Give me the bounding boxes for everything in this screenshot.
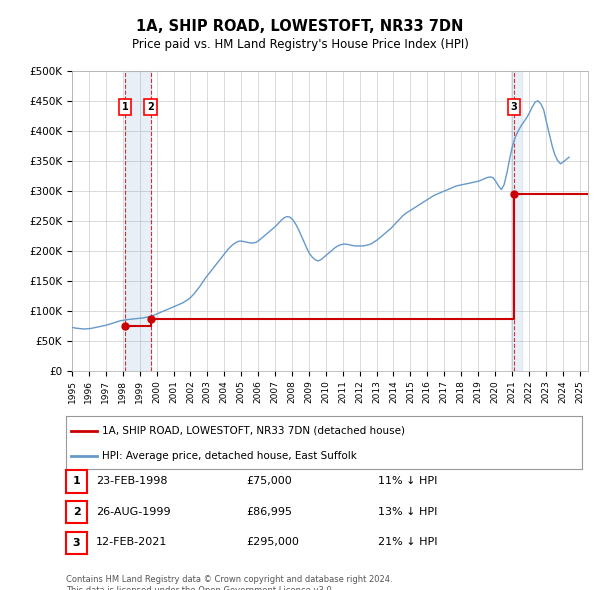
Bar — [125, 71, 151, 371]
Text: HPI: Average price, detached house, East Suffolk: HPI: Average price, detached house, East… — [102, 451, 357, 461]
Text: 1A, SHIP ROAD, LOWESTOFT, NR33 7DN: 1A, SHIP ROAD, LOWESTOFT, NR33 7DN — [136, 19, 464, 34]
Text: 1: 1 — [73, 477, 80, 486]
Text: 21% ↓ HPI: 21% ↓ HPI — [378, 537, 437, 547]
Text: £86,995: £86,995 — [246, 507, 292, 516]
Text: 11% ↓ HPI: 11% ↓ HPI — [378, 476, 437, 486]
Bar — [511, 71, 523, 371]
Text: 13% ↓ HPI: 13% ↓ HPI — [378, 507, 437, 516]
Text: 3: 3 — [73, 538, 80, 548]
Text: Contains HM Land Registry data © Crown copyright and database right 2024.
This d: Contains HM Land Registry data © Crown c… — [66, 575, 392, 590]
Text: Price paid vs. HM Land Registry's House Price Index (HPI): Price paid vs. HM Land Registry's House … — [131, 38, 469, 51]
Text: 12-FEB-2021: 12-FEB-2021 — [96, 537, 167, 547]
Text: 2: 2 — [73, 507, 80, 517]
Text: 26-AUG-1999: 26-AUG-1999 — [96, 507, 170, 516]
Text: 3: 3 — [511, 102, 517, 112]
Text: 23-FEB-1998: 23-FEB-1998 — [96, 476, 167, 486]
Text: £295,000: £295,000 — [246, 537, 299, 547]
Text: 1A, SHIP ROAD, LOWESTOFT, NR33 7DN (detached house): 1A, SHIP ROAD, LOWESTOFT, NR33 7DN (deta… — [102, 426, 405, 436]
Text: 2: 2 — [147, 102, 154, 112]
Text: £75,000: £75,000 — [246, 476, 292, 486]
Text: 1: 1 — [122, 102, 128, 112]
